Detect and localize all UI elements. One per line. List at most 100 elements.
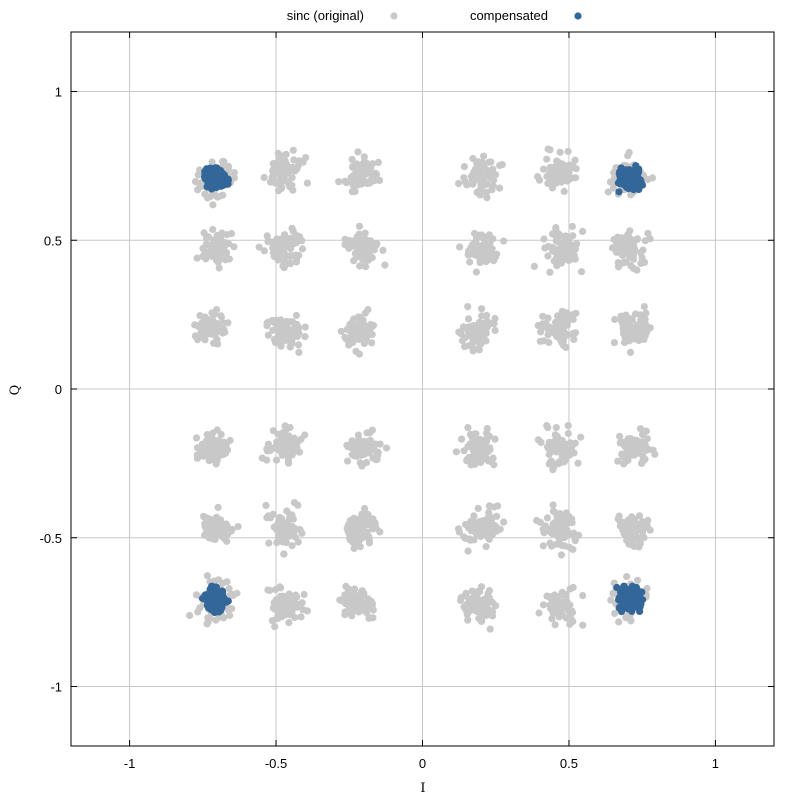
sinc-original-point bbox=[294, 341, 303, 349]
sinc-original-point bbox=[344, 597, 352, 605]
sinc-original-point bbox=[285, 590, 293, 598]
sinc-original-point bbox=[286, 183, 294, 191]
sinc-original-point bbox=[454, 179, 463, 188]
sinc-original-point bbox=[203, 620, 211, 628]
sinc-original-point bbox=[460, 447, 468, 455]
sinc-original-point bbox=[219, 191, 227, 199]
sinc-original-point bbox=[552, 424, 560, 432]
sinc-original-point bbox=[629, 236, 637, 244]
sinc-original-point bbox=[214, 447, 222, 455]
sinc-original-point bbox=[283, 169, 292, 177]
sinc-original-point bbox=[355, 230, 363, 238]
sinc-original-point bbox=[468, 587, 476, 595]
y-tick-label: -1 bbox=[50, 680, 62, 695]
legend-label-compensated: compensated bbox=[470, 8, 548, 23]
sinc-original-point bbox=[568, 222, 577, 231]
y-tick-label: -0.5 bbox=[40, 531, 62, 546]
sinc-original-point bbox=[464, 332, 472, 340]
sinc-original-point bbox=[462, 589, 470, 598]
sinc-original-point bbox=[224, 319, 232, 327]
sinc-original-point bbox=[477, 181, 485, 189]
sinc-original-point bbox=[348, 318, 357, 326]
x-tick-label: 0 bbox=[419, 756, 426, 771]
sinc-original-point bbox=[546, 593, 555, 601]
sinc-original-point bbox=[218, 229, 226, 237]
sinc-original-point bbox=[234, 523, 242, 531]
y-tick-label: 0 bbox=[55, 382, 62, 397]
sinc-original-point bbox=[480, 243, 488, 251]
compensated-point bbox=[207, 591, 215, 600]
sinc-original-point bbox=[621, 334, 629, 342]
sinc-original-point bbox=[284, 459, 293, 467]
sinc-original-point bbox=[483, 317, 491, 325]
sinc-original-point bbox=[292, 258, 301, 266]
sinc-original-point bbox=[379, 246, 387, 254]
sinc-original-point bbox=[476, 258, 484, 267]
sinc-original-point bbox=[464, 303, 472, 311]
sinc-original-point bbox=[554, 247, 562, 255]
sinc-original-point bbox=[471, 452, 479, 460]
sinc-original-point bbox=[209, 201, 217, 209]
sinc-original-point bbox=[479, 248, 487, 256]
sinc-original-point bbox=[230, 169, 238, 177]
sinc-original-point bbox=[635, 439, 643, 447]
sinc-original-point bbox=[610, 235, 618, 244]
sinc-original-point bbox=[358, 318, 366, 326]
sinc-original-point bbox=[287, 531, 296, 539]
sinc-original-point bbox=[269, 160, 277, 168]
sinc-original-point bbox=[642, 320, 650, 329]
sinc-original-point bbox=[284, 453, 292, 461]
sinc-original-point bbox=[626, 348, 635, 356]
sinc-original-point bbox=[571, 174, 580, 182]
sinc-original-point bbox=[216, 252, 224, 260]
sinc-original-point bbox=[567, 241, 575, 249]
sinc-original-point bbox=[500, 518, 508, 526]
sinc-original-point bbox=[617, 312, 625, 320]
sinc-original-point bbox=[623, 573, 631, 581]
sinc-original-point bbox=[480, 152, 488, 160]
sinc-original-point bbox=[481, 596, 489, 604]
sinc-original-point bbox=[564, 422, 572, 430]
sinc-original-point bbox=[349, 163, 357, 171]
sinc-original-point bbox=[491, 435, 499, 443]
sinc-original-point bbox=[633, 576, 642, 584]
sinc-original-point bbox=[539, 542, 547, 550]
sinc-original-point bbox=[303, 607, 311, 615]
sinc-original-point bbox=[203, 572, 211, 580]
sinc-original-point bbox=[359, 444, 367, 452]
sinc-original-point bbox=[382, 444, 391, 452]
sinc-original-point bbox=[562, 509, 570, 517]
sinc-original-point bbox=[209, 429, 217, 437]
sinc-original-point bbox=[199, 333, 207, 341]
sinc-original-point bbox=[362, 164, 370, 172]
sinc-original-point bbox=[193, 254, 201, 262]
sinc-original-point bbox=[635, 512, 644, 520]
sinc-original-point bbox=[562, 614, 571, 622]
sinc-original-point bbox=[342, 582, 350, 591]
sinc-original-point bbox=[208, 526, 216, 534]
sinc-original-point bbox=[348, 155, 356, 163]
sinc-original-point bbox=[539, 312, 547, 320]
axis-ticks bbox=[71, 32, 774, 746]
sinc-original-point bbox=[202, 451, 210, 459]
sinc-original-point bbox=[486, 519, 494, 528]
sinc-original-point bbox=[346, 516, 354, 525]
sinc-original-point bbox=[468, 524, 476, 532]
sinc-original-point bbox=[374, 158, 382, 166]
sinc-original-point bbox=[341, 177, 349, 185]
sinc-original-point bbox=[464, 315, 473, 323]
sinc-original-point bbox=[561, 440, 569, 448]
sinc-original-point bbox=[536, 337, 544, 345]
sinc-original-point bbox=[545, 323, 554, 331]
sinc-original-point bbox=[636, 425, 645, 433]
sinc-original-point bbox=[272, 239, 280, 247]
sinc-original-point bbox=[225, 255, 233, 263]
compensated-point bbox=[616, 603, 624, 611]
sinc-original-point bbox=[624, 612, 632, 620]
sinc-original-point bbox=[367, 597, 375, 606]
sinc-original-point bbox=[473, 244, 481, 252]
sinc-original-point bbox=[562, 232, 570, 240]
sinc-original-point bbox=[364, 256, 372, 264]
sinc-original-point bbox=[461, 343, 469, 351]
sinc-original-point bbox=[491, 314, 499, 323]
